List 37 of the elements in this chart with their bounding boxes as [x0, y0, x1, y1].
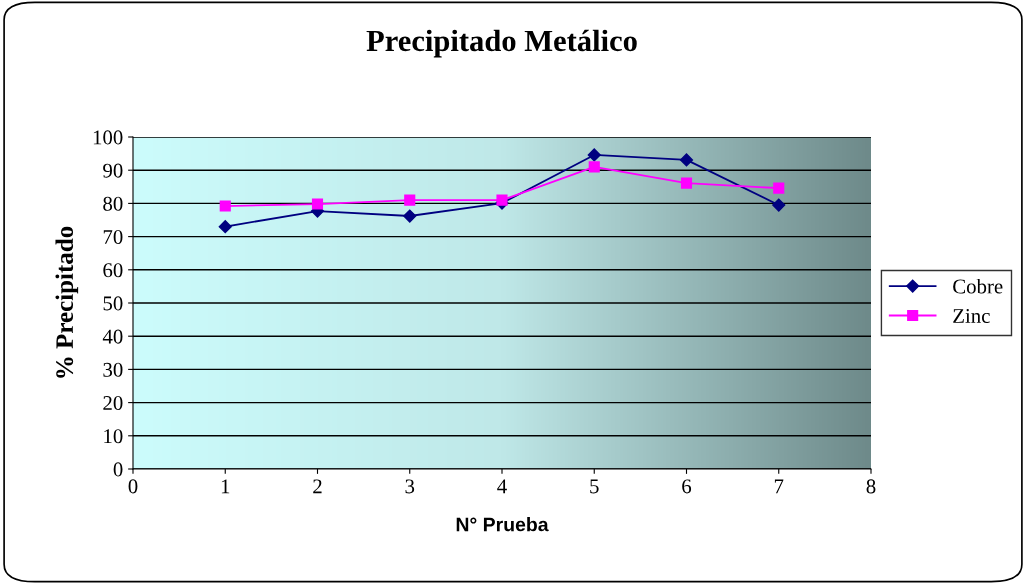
point — [219, 200, 231, 212]
point — [587, 148, 601, 162]
y-tick-label: 60 — [103, 263, 123, 278]
x-tick-label: 1 — [221, 479, 230, 494]
legend-label: Zinc — [953, 309, 990, 323]
x-tick-label: 5 — [590, 479, 599, 494]
y-tick-label: 50 — [103, 296, 123, 311]
x-tick-label: 2 — [313, 479, 322, 494]
point — [311, 198, 324, 210]
x-axis-title: N° Prueba — [456, 517, 549, 532]
point — [403, 209, 417, 223]
y-tick-label: 80 — [103, 196, 123, 211]
x-tick-label: 0 — [128, 479, 138, 494]
point — [404, 194, 416, 206]
chart-title: Precipitado Metálico — [366, 29, 637, 58]
x-tick-label: 7 — [774, 479, 784, 494]
x-tick-label: 6 — [682, 479, 692, 494]
point — [588, 161, 600, 173]
y-tick-label: 30 — [103, 362, 123, 377]
point — [679, 153, 694, 167]
y-tick-label: 20 — [103, 395, 123, 411]
x-tick-label: 4 — [497, 479, 507, 494]
x-tick-label: 8 — [866, 479, 876, 494]
y-tick-label: 100 — [93, 130, 123, 145]
point — [680, 177, 693, 189]
y-tick-label: 10 — [104, 429, 123, 444]
point — [772, 198, 786, 212]
point — [218, 220, 232, 234]
y-tick-label: 90 — [103, 163, 123, 178]
x-tick-label: 3 — [405, 479, 415, 494]
y-axis-title: % Precipitado — [55, 226, 79, 378]
point — [773, 182, 785, 194]
y-tick-label: 40 — [102, 329, 123, 344]
y-tick-label: 70 — [103, 229, 123, 245]
y-tick-label: 0 — [113, 462, 123, 477]
point — [496, 194, 508, 206]
legend-label: Cobre — [953, 278, 1003, 294]
